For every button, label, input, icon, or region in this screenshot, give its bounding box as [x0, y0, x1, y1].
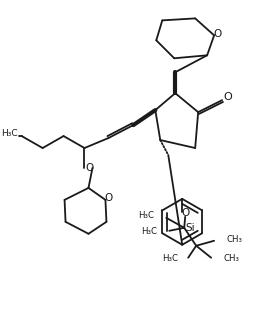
Text: O: O — [181, 208, 189, 218]
Text: Si: Si — [185, 223, 195, 233]
Text: O: O — [104, 193, 113, 203]
Text: O: O — [85, 163, 93, 173]
Text: CH₃: CH₃ — [223, 254, 239, 263]
Text: H₃C: H₃C — [138, 211, 154, 220]
Text: O: O — [213, 29, 221, 39]
Text: CH₃: CH₃ — [226, 235, 242, 244]
Text: O: O — [224, 92, 233, 102]
Text: H₃C: H₃C — [141, 227, 157, 236]
Text: H₃C: H₃C — [1, 129, 18, 138]
Text: H₃C: H₃C — [162, 254, 178, 263]
